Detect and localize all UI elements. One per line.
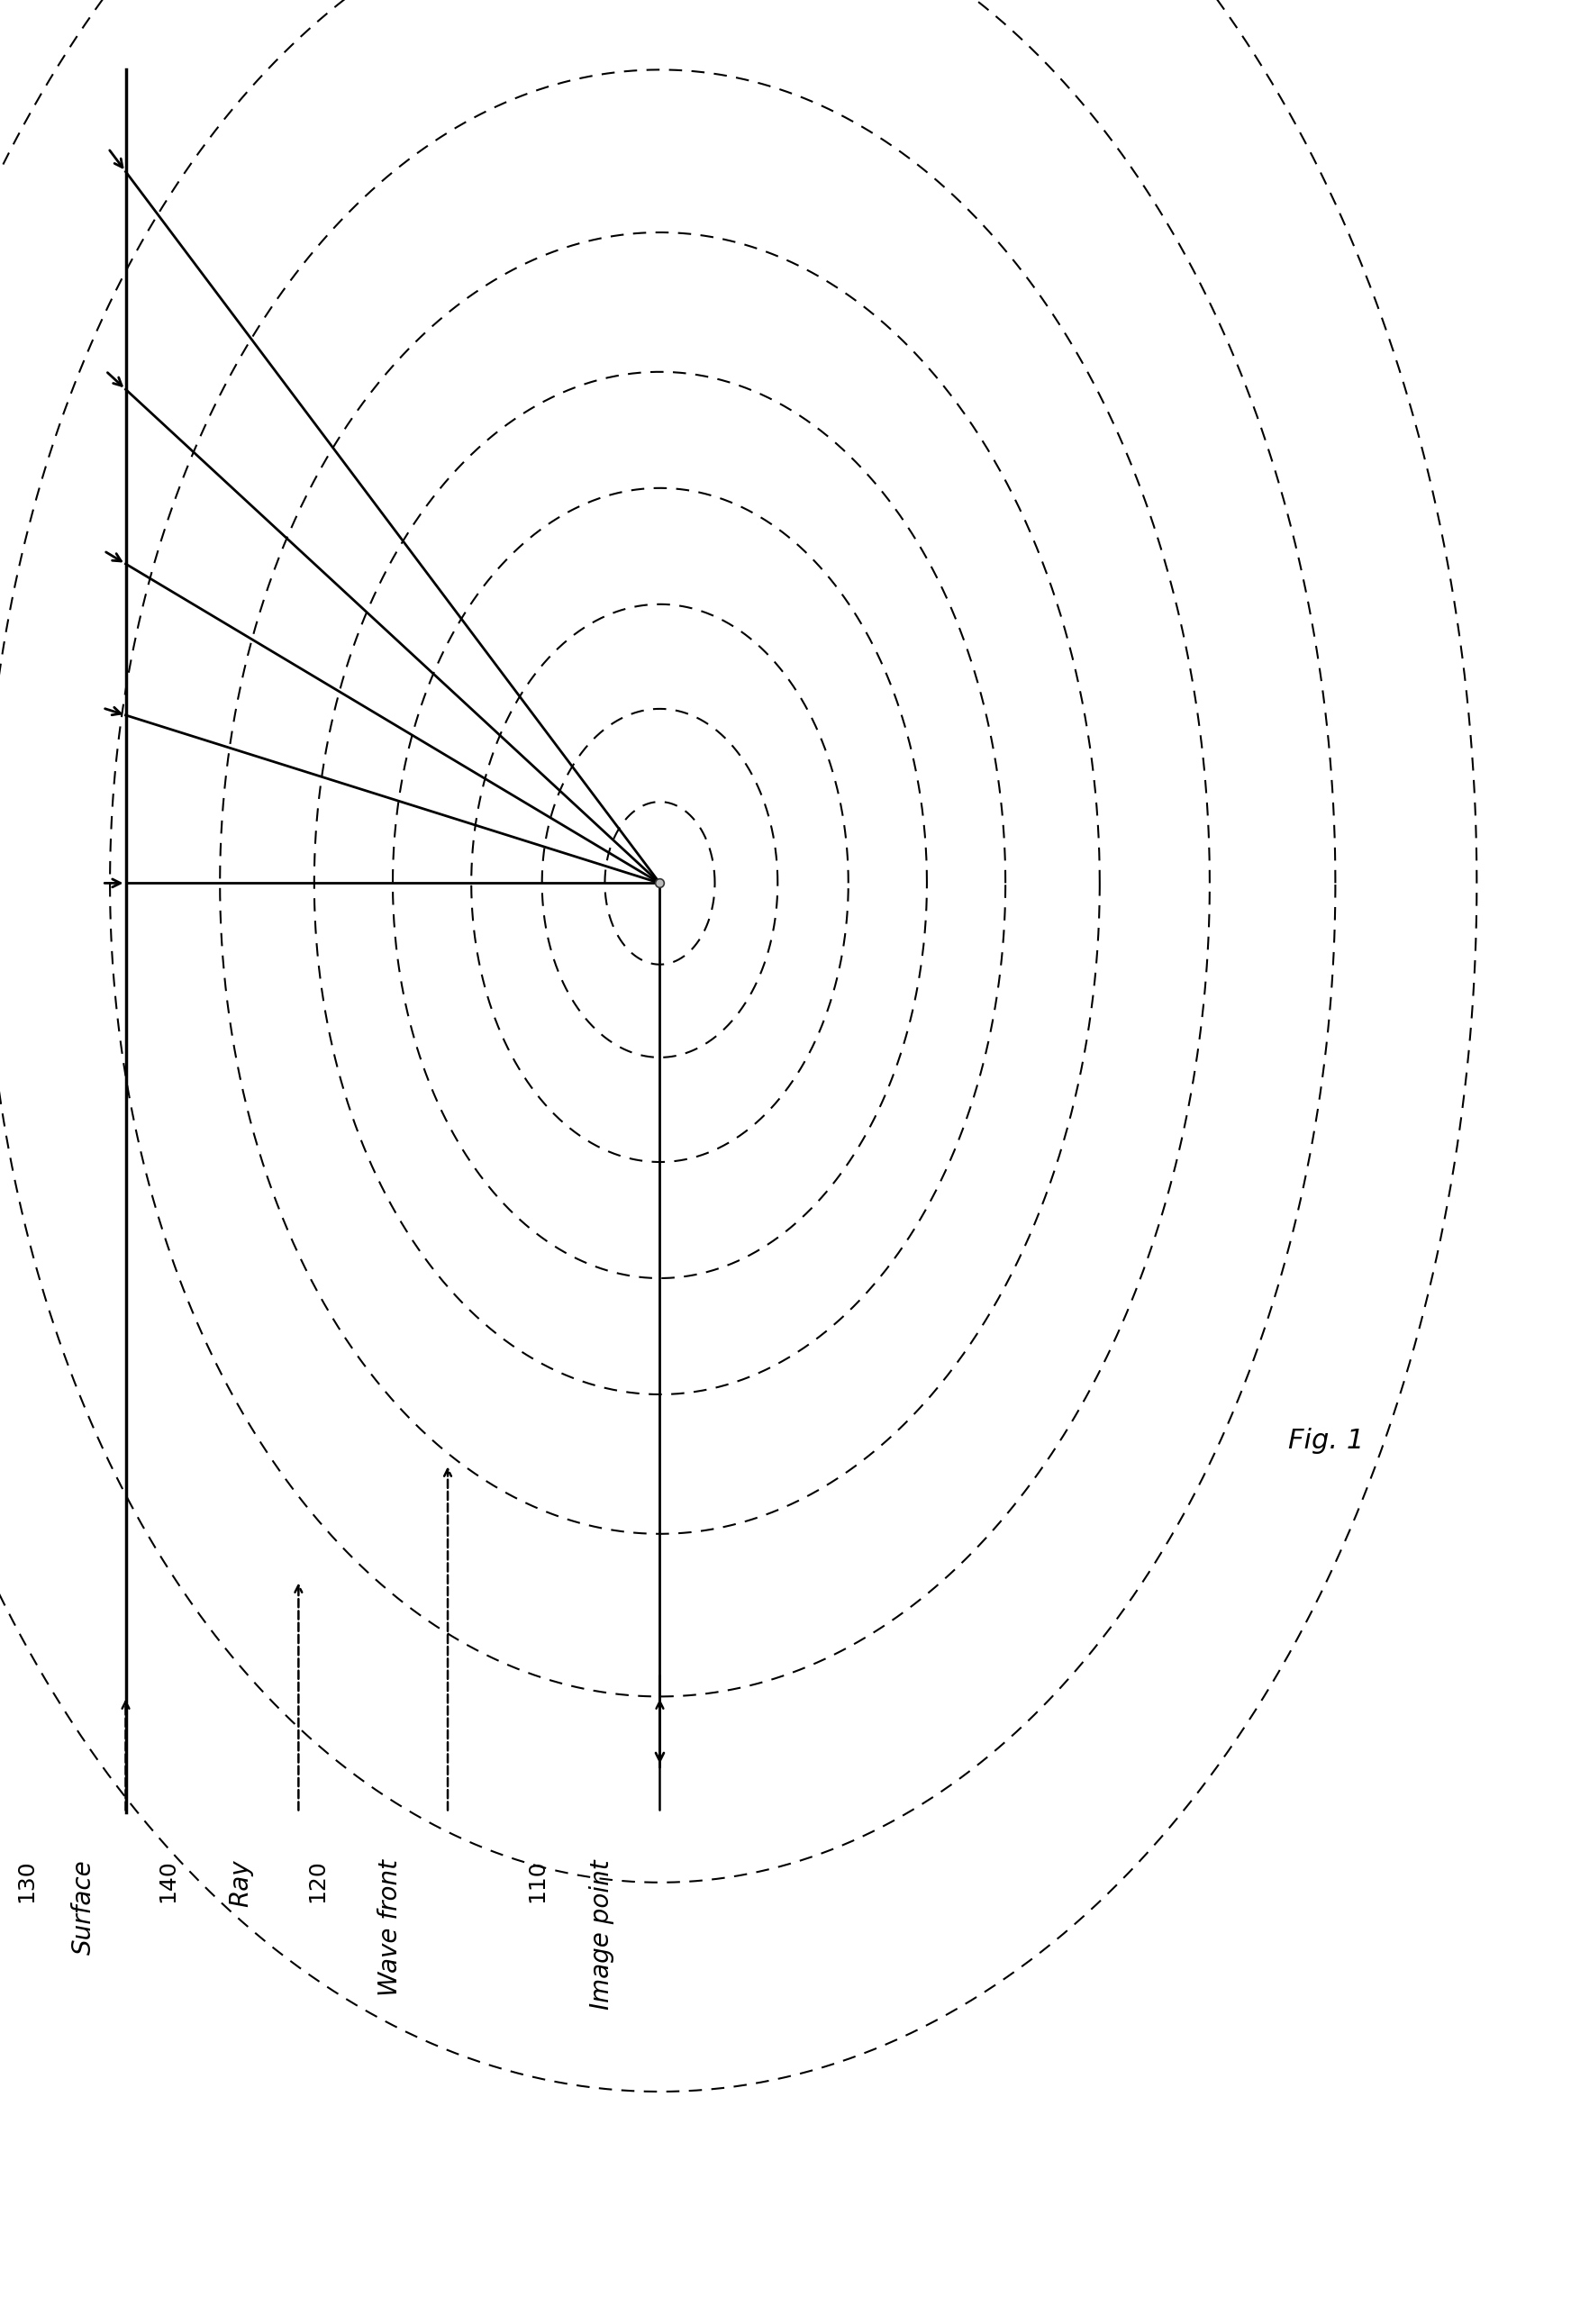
Text: Surface: Surface	[71, 1859, 96, 1954]
Text: Image point: Image point	[589, 1859, 614, 2010]
Text: Wave front: Wave front	[377, 1859, 402, 1996]
Text: 120: 120	[306, 1859, 328, 1903]
Text: Ray: Ray	[228, 1859, 253, 1906]
Text: 130: 130	[16, 1859, 38, 1901]
Text: Fig. 1: Fig. 1	[1288, 1427, 1364, 1455]
Text: 140: 140	[157, 1859, 179, 1903]
Text: 110: 110	[526, 1859, 548, 1901]
